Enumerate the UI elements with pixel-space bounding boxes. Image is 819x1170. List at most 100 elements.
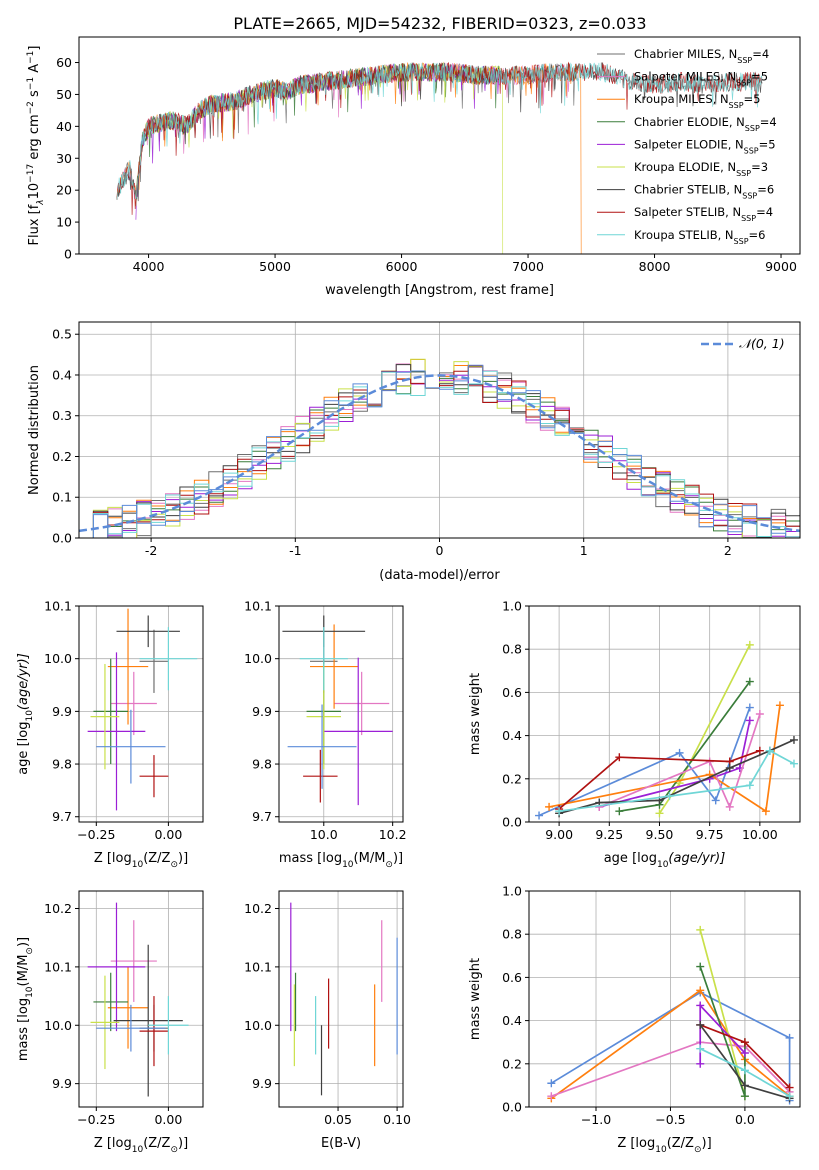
- gaussian-curve: [79, 374, 800, 533]
- y-tick-label: 30: [56, 151, 72, 166]
- x-tick-label: 9.00: [545, 827, 573, 842]
- weight-series-line: [598, 713, 761, 810]
- x-axis-label: E(B-V): [321, 1136, 361, 1151]
- y-tick-label: 10.1: [44, 599, 72, 614]
- weight-marker: [665, 792, 674, 801]
- y-tick-label: 50: [56, 87, 72, 102]
- grid-lines: [279, 891, 403, 1107]
- plot-area: [116, 61, 763, 254]
- weight-marker: [775, 701, 784, 710]
- weight-marker: [535, 811, 544, 820]
- x-tick-label: −0.5: [655, 1112, 685, 1127]
- y-tick-label: 0.2: [502, 1056, 522, 1071]
- y-axis-label: mass [log10(M/M⊙)]: [16, 937, 35, 1061]
- y-tick-label: 0.2: [502, 771, 522, 786]
- x-tick-label: 4000: [133, 259, 165, 274]
- mass-vs-metallicity-panel: −0.25 0.00 9.9 10.0 10.1 10.2 Z [log10(Z/Z⊙)] m…: [16, 890, 204, 1155]
- weight-marker: [755, 710, 764, 718]
- weight-series-line: [558, 749, 761, 810]
- y-tick-label: 0.4: [502, 1013, 522, 1028]
- weight-marker: [740, 1066, 749, 1075]
- y-tick-label: 9.7: [252, 809, 272, 824]
- weight-series-line: [550, 991, 791, 1101]
- y-tick-label: 0.0: [502, 1100, 522, 1115]
- x-tick-label: 0: [436, 543, 444, 558]
- weight-marker: [740, 1049, 749, 1057]
- mass-vs-extinction-panel: 0.05 0.10 9.9 10.0 10.1 10.2 E(B-V): [244, 890, 411, 1151]
- legend-entry: 𝒩(0, 1): [739, 336, 785, 351]
- y-tick-label: 0.6: [502, 970, 522, 985]
- spectrum-model-line: [116, 62, 582, 254]
- weight-marker: [785, 1083, 794, 1092]
- legend-entry: Salpeter ELODIE, NSSP=5: [634, 137, 776, 155]
- plot-area: [535, 640, 798, 820]
- weight-marker: [740, 1081, 749, 1090]
- spectrum-model-line: [135, 61, 504, 254]
- x-axis-label: Z [log10(Z/Z⊙)]: [94, 851, 188, 870]
- age-vs-metallicity-panel: −0.25 0.00 9.7 9.8 9.9 10.0 10.1 Z [log10(Z/Z⊙)…: [16, 599, 204, 870]
- grid-lines: [529, 890, 800, 1108]
- weight-marker: [755, 746, 764, 755]
- weight-vs-metallicity-panel: −1.0 −0.5 0.0 0.0 0.2 0.4 0.6 0.8 1.0 Z [log10(Z/…: [468, 884, 801, 1155]
- weight-marker: [696, 986, 705, 995]
- y-tick-label: 10.0: [244, 1018, 272, 1033]
- y-tick-label: 0: [64, 247, 72, 262]
- y-tick-label: 10.1: [44, 959, 72, 974]
- legend-entry: Chabrier ELODIE, NSSP=4: [634, 115, 777, 133]
- age-vs-mass-panel: 10.0 10.2 9.7 9.8 9.9 10.0 10.1 mass [log10(M/M…: [244, 599, 406, 871]
- weight-marker: [740, 1092, 749, 1101]
- residual-histogram-panel: -2 -1 0 1 2 0.0 0.1 0.2 0.3 0.4 0.5 (data-model)/er…: [27, 321, 801, 583]
- legend-entry: Kroupa MILES, NSSP=5: [634, 92, 760, 110]
- axes-frame: [78, 321, 801, 539]
- y-tick-label: 0.0: [502, 815, 522, 830]
- panels-group: 4000 5000 6000 7000 8000 90000102030405060wav…: [16, 36, 801, 1155]
- weight-marker: [745, 677, 754, 686]
- y-tick-label: 0.3: [52, 408, 72, 423]
- x-tick-label: 0.00: [154, 827, 182, 842]
- x-tick-label: 0.00: [154, 1112, 182, 1127]
- y-tick-label: 1.0: [502, 884, 522, 899]
- weight-marker: [711, 796, 720, 805]
- grid-lines: [79, 891, 203, 1107]
- y-tick-label: 0.8: [502, 642, 522, 657]
- y-tick-label: 0.0: [52, 531, 72, 546]
- legend-entry: Chabrier MILES, NSSP=4: [634, 47, 769, 65]
- y-tick-label: 0.8: [502, 927, 522, 942]
- x-tick-label: 9.75: [696, 827, 724, 842]
- axes-frame: [78, 36, 801, 255]
- weight-marker: [785, 1033, 794, 1042]
- weight-series-line: [558, 739, 795, 815]
- plot-area: [79, 358, 800, 538]
- axes-frame: [278, 605, 404, 823]
- y-tick-label: 10.2: [44, 901, 72, 916]
- legend-entry: Kroupa ELODIE, NSSP=3: [634, 160, 768, 178]
- plot-area: [87, 608, 198, 811]
- x-axis-label: Z [log10(Z/Z⊙)]: [94, 1136, 188, 1155]
- plot-area: [282, 615, 393, 806]
- legend-entry: Kroupa STELIB, NSSP=6: [634, 228, 765, 246]
- weight-marker: [696, 925, 705, 934]
- spectrum-panel: 4000 5000 6000 7000 8000 9000 0 10 20 30 40 50 60 wav…: [26, 36, 801, 298]
- y-tick-label: 40: [56, 119, 72, 134]
- y-tick-label: 0.2: [52, 449, 72, 464]
- plot-area: [547, 925, 794, 1105]
- y-tick-label: 0.4: [502, 728, 522, 743]
- weight-series-line: [548, 705, 781, 813]
- grid-lines: [279, 605, 403, 822]
- x-tick-label: 0.10: [383, 1112, 411, 1127]
- y-tick-label: 10.0: [244, 651, 272, 666]
- weight-marker: [761, 807, 770, 816]
- x-tick-label: 2: [724, 543, 732, 558]
- weight-marker: [545, 802, 554, 811]
- y-tick-label: 0.1: [52, 490, 72, 505]
- x-axis-label: mass [log10(M/M⊙)]: [279, 851, 403, 870]
- weight-marker: [615, 753, 624, 762]
- x-tick-label: 9000: [765, 259, 797, 274]
- y-tick-label: 9.9: [252, 1076, 272, 1091]
- y-tick-label: 0.4: [52, 367, 72, 382]
- x-axis-label: wavelength [Angstrom, rest frame]: [325, 283, 554, 298]
- y-tick-label: 9.7: [52, 809, 72, 824]
- x-tick-label: 7000: [512, 259, 544, 274]
- legend-entry: Chabrier STELIB, NSSP=6: [634, 183, 774, 201]
